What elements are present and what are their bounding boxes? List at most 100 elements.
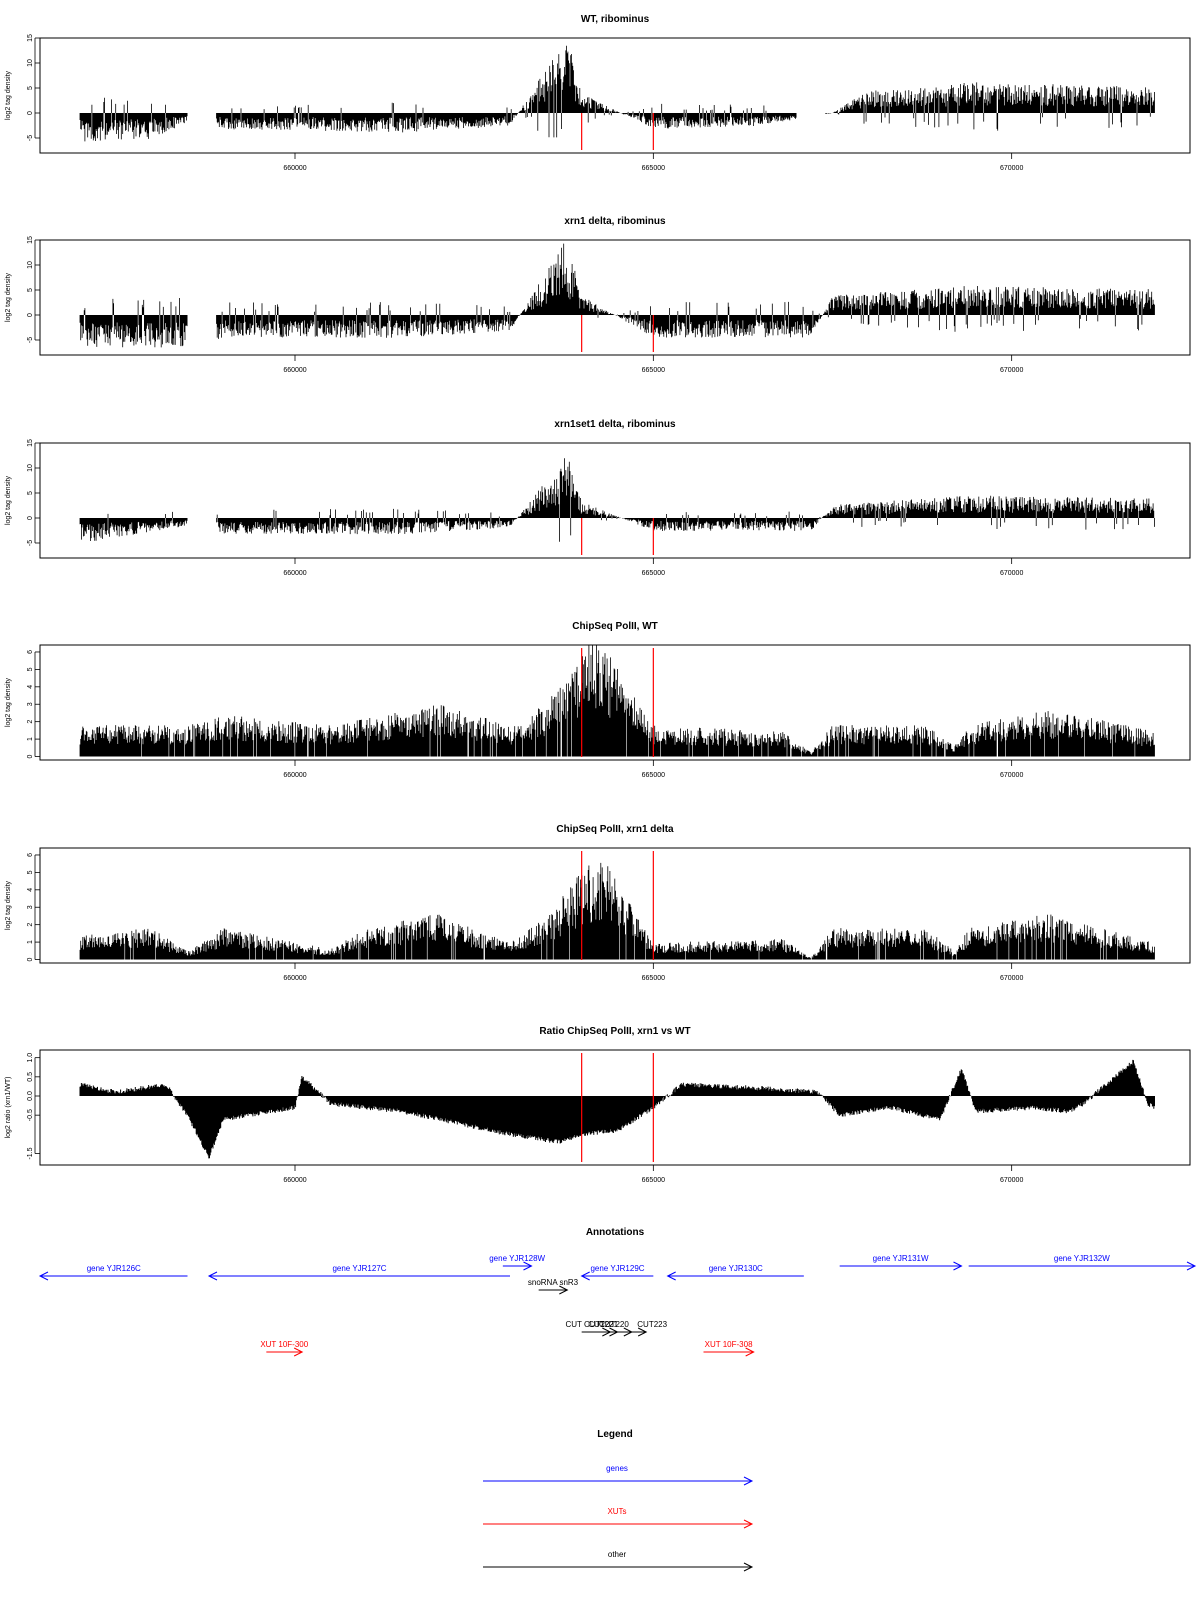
gene-label: gene YJR127C	[332, 1264, 386, 1273]
gene-label: gene YJR131W	[873, 1254, 929, 1263]
x-tick-label: 665000	[642, 165, 665, 172]
plot-frame	[39, 847, 1191, 964]
gene-label: gene YJR130C	[709, 1264, 763, 1273]
y-tick-label: 2	[27, 720, 34, 724]
x-tick-label: 660000	[283, 772, 306, 779]
panel-title: ChipSeq PolII, WT	[572, 621, 658, 632]
y-tick-label: 6	[27, 853, 34, 857]
y-axis-label: log2 tag density	[5, 272, 12, 322]
y-tick-label: 10	[27, 261, 34, 269]
legend-arrow-arrowhead	[743, 1519, 754, 1529]
y-axis-label: log2 tag density	[5, 880, 12, 930]
xut-label: XUT 10F-300	[260, 1340, 308, 1349]
plot-frame	[39, 37, 1191, 154]
y-tick-label: 3	[27, 702, 34, 706]
y-tick-label: -0.5	[27, 1109, 34, 1121]
y-tick-label: 4	[27, 685, 34, 689]
x-tick-label: 665000	[642, 1177, 665, 1184]
gene-arrow-arrowhead	[953, 1261, 963, 1271]
gene-arrow-arrowhead	[1186, 1261, 1197, 1271]
plot-frame	[39, 644, 1191, 761]
y-tick-label: 1.0	[27, 1053, 34, 1063]
data-bars	[79, 862, 1155, 960]
data-bars	[79, 645, 1155, 757]
xut-arrow-arrowhead	[293, 1347, 304, 1357]
y-tick-label: 0	[27, 313, 34, 317]
gene-arrow-arrowhead	[207, 1271, 218, 1281]
y-tick-label: -5	[27, 540, 34, 546]
legend-arrow-arrowhead	[743, 1562, 754, 1572]
x-tick-label: 665000	[642, 367, 665, 374]
y-tick-label: -5	[27, 337, 34, 343]
y-tick-label: 15	[27, 439, 34, 447]
gene-label: gene YJR128W	[489, 1254, 545, 1263]
x-tick-label: 660000	[283, 165, 306, 172]
legend-label: other	[608, 1550, 627, 1559]
y-tick-label: 5	[27, 870, 34, 874]
legend-title: Legend	[597, 1429, 633, 1440]
y-tick-label: 1	[27, 940, 34, 944]
other-label: CUT220	[599, 1320, 629, 1329]
y-tick-label: 0	[27, 754, 34, 758]
other-label: snoRNA snR3	[528, 1278, 579, 1287]
plot-frame	[39, 1049, 1191, 1166]
x-tick-label: 665000	[642, 975, 665, 982]
legend-label: genes	[606, 1464, 628, 1473]
y-tick-label: 1	[27, 737, 34, 741]
y-tick-label: 10	[27, 464, 34, 472]
gene-arrow-arrowhead	[580, 1271, 590, 1281]
annotations-title: Annotations	[586, 1227, 645, 1238]
data-bars	[79, 458, 1155, 542]
y-tick-label: -5	[27, 135, 34, 141]
xut-label: XUT 10F-308	[705, 1340, 753, 1349]
y-tick-label: 0.0	[27, 1091, 34, 1101]
y-tick-label: 5	[27, 667, 34, 671]
panel-title: xrn1 delta, ribominus	[564, 216, 666, 227]
x-tick-label: 660000	[283, 367, 306, 374]
legend-label: XUTs	[607, 1507, 626, 1516]
panel-title: ChipSeq PolII, xrn1 delta	[556, 824, 674, 835]
y-tick-label: 10	[27, 59, 34, 67]
panel-title: xrn1set1 delta, ribominus	[554, 419, 676, 430]
x-tick-label: 660000	[283, 570, 306, 577]
y-tick-label: 0.5	[27, 1072, 34, 1082]
y-axis-label: log2 tag density	[5, 475, 12, 525]
y-axis-label: log2 tag density	[5, 70, 12, 120]
x-tick-label: 660000	[283, 1177, 306, 1184]
gene-label: gene YJR132W	[1054, 1254, 1110, 1263]
y-tick-label: 2	[27, 923, 34, 927]
gene-label: gene YJR129C	[590, 1264, 644, 1273]
y-tick-label: 5	[27, 86, 34, 90]
y-tick-label: 5	[27, 288, 34, 292]
xut-arrow-arrowhead	[745, 1347, 755, 1357]
x-tick-label: 670000	[1000, 1177, 1023, 1184]
y-tick-label: 15	[27, 236, 34, 244]
x-tick-label: 670000	[1000, 975, 1023, 982]
panel-title: WT, ribominus	[581, 14, 650, 25]
other-label: CUT CUT222	[566, 1320, 615, 1329]
y-tick-label: -1.5	[27, 1147, 34, 1159]
other-arrow-arrowhead	[637, 1327, 648, 1337]
y-axis-label: log2 ratio (xrn1/WT)	[5, 1077, 12, 1139]
data-bars	[79, 243, 1155, 348]
y-tick-label: 0	[27, 516, 34, 520]
other-arrow-arrowhead	[559, 1285, 569, 1295]
other-label: CUT221	[588, 1320, 618, 1329]
x-tick-label: 670000	[1000, 772, 1023, 779]
x-tick-label: 670000	[1000, 570, 1023, 577]
y-tick-label: 5	[27, 491, 34, 495]
x-tick-label: 670000	[1000, 367, 1023, 374]
gene-label: gene YJR126C	[87, 1264, 141, 1273]
data-bars	[79, 45, 1155, 142]
data-bars	[79, 1059, 1155, 1159]
y-tick-label: 6	[27, 650, 34, 654]
gene-arrow-arrowhead	[666, 1271, 676, 1281]
x-tick-label: 665000	[642, 772, 665, 779]
x-tick-label: 665000	[642, 570, 665, 577]
panel-title: Ratio ChipSeq PolII, xrn1 vs WT	[539, 1026, 690, 1037]
legend-arrow-arrowhead	[743, 1476, 754, 1486]
x-tick-label: 670000	[1000, 165, 1023, 172]
gene-arrow-arrowhead	[38, 1271, 49, 1281]
